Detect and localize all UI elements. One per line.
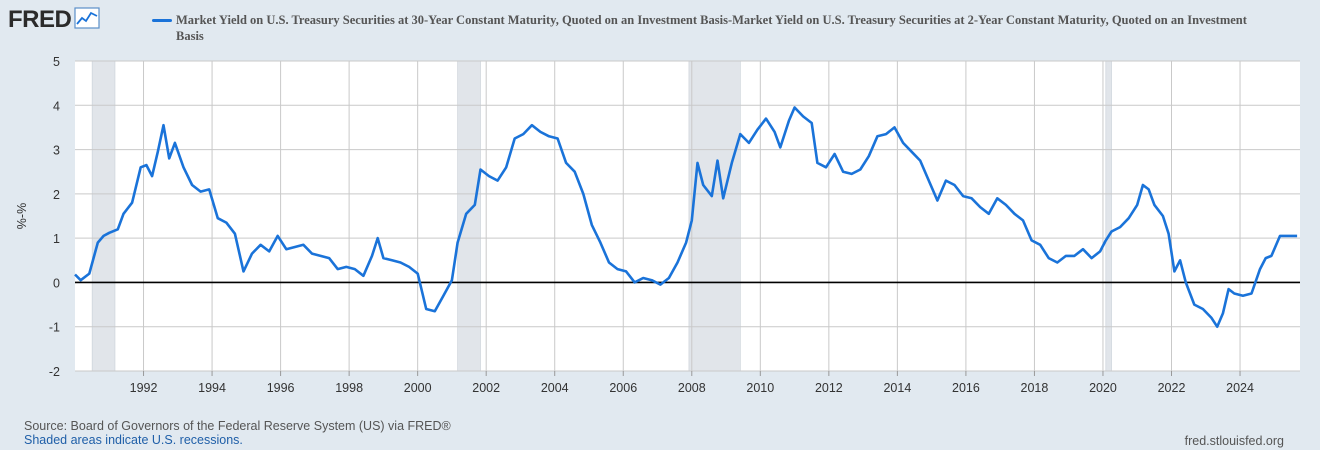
recession-band-2: [457, 60, 481, 372]
chart-canvas: -2 -1 0 1 2 3 4 5 1992 1994 1996 1998 2000 2002 2004 2…: [15, 55, 1300, 395]
chart-legend: Market Yield on U.S. Treasury Securities…: [152, 12, 1262, 44]
x-tick-label: 2002: [472, 381, 500, 395]
x-tick-label: 2020: [1089, 381, 1117, 395]
chart-header: FRED Market Yield on U.S. Treasury Secur…: [8, 6, 1308, 50]
x-tick-label: 2008: [678, 381, 706, 395]
x-tick-label: 1994: [198, 381, 226, 395]
y-tick-label: 0: [53, 276, 60, 290]
y-tick-label: -1: [49, 321, 60, 335]
x-tick-label: 2006: [609, 381, 637, 395]
line-chart-icon: [74, 6, 100, 34]
site-link[interactable]: fred.stlouisfed.org: [1184, 434, 1284, 448]
recession-band-3: [688, 60, 741, 372]
plot-area: [75, 61, 1300, 371]
fred-logo-text: FRED: [8, 6, 72, 33]
x-tick-label: 2018: [1021, 381, 1049, 395]
x-tick-label: 2022: [1158, 381, 1186, 395]
y-tick-label: 5: [53, 55, 60, 69]
y-tick-label: 2: [53, 188, 60, 202]
legend-line-swatch: [152, 19, 172, 22]
x-tick-label: 2024: [1226, 381, 1254, 395]
recession-note-link[interactable]: Shaded areas indicate U.S. recessions.: [24, 433, 243, 447]
x-tick-label: 2004: [541, 381, 569, 395]
source-text: Source: Board of Governors of the Federa…: [24, 419, 451, 433]
recession-band-4: [1105, 60, 1112, 372]
y-tick-label: 3: [53, 144, 60, 158]
x-tick-label: 2012: [815, 381, 843, 395]
y-tick-label: 4: [53, 99, 60, 113]
recession-band-1: [91, 60, 116, 372]
x-tick-label: 2000: [404, 381, 432, 395]
fred-logo[interactable]: FRED: [8, 6, 100, 34]
y-axis-label: %-%: [15, 203, 29, 229]
x-tick-label: 1996: [267, 381, 295, 395]
x-tick-label: 1992: [130, 381, 158, 395]
x-tick-label: 2010: [746, 381, 774, 395]
x-tick-label: 1998: [335, 381, 363, 395]
series-line: [74, 106, 1298, 328]
chart-footer: Source: Board of Governors of the Federa…: [24, 419, 451, 447]
y-tick-label: 1: [53, 232, 60, 246]
x-tick-label: 2016: [952, 381, 980, 395]
y-tick-label: -2: [49, 365, 60, 379]
legend-series-label: Market Yield on U.S. Treasury Securities…: [176, 13, 1247, 43]
x-tick-label: 2014: [883, 381, 911, 395]
